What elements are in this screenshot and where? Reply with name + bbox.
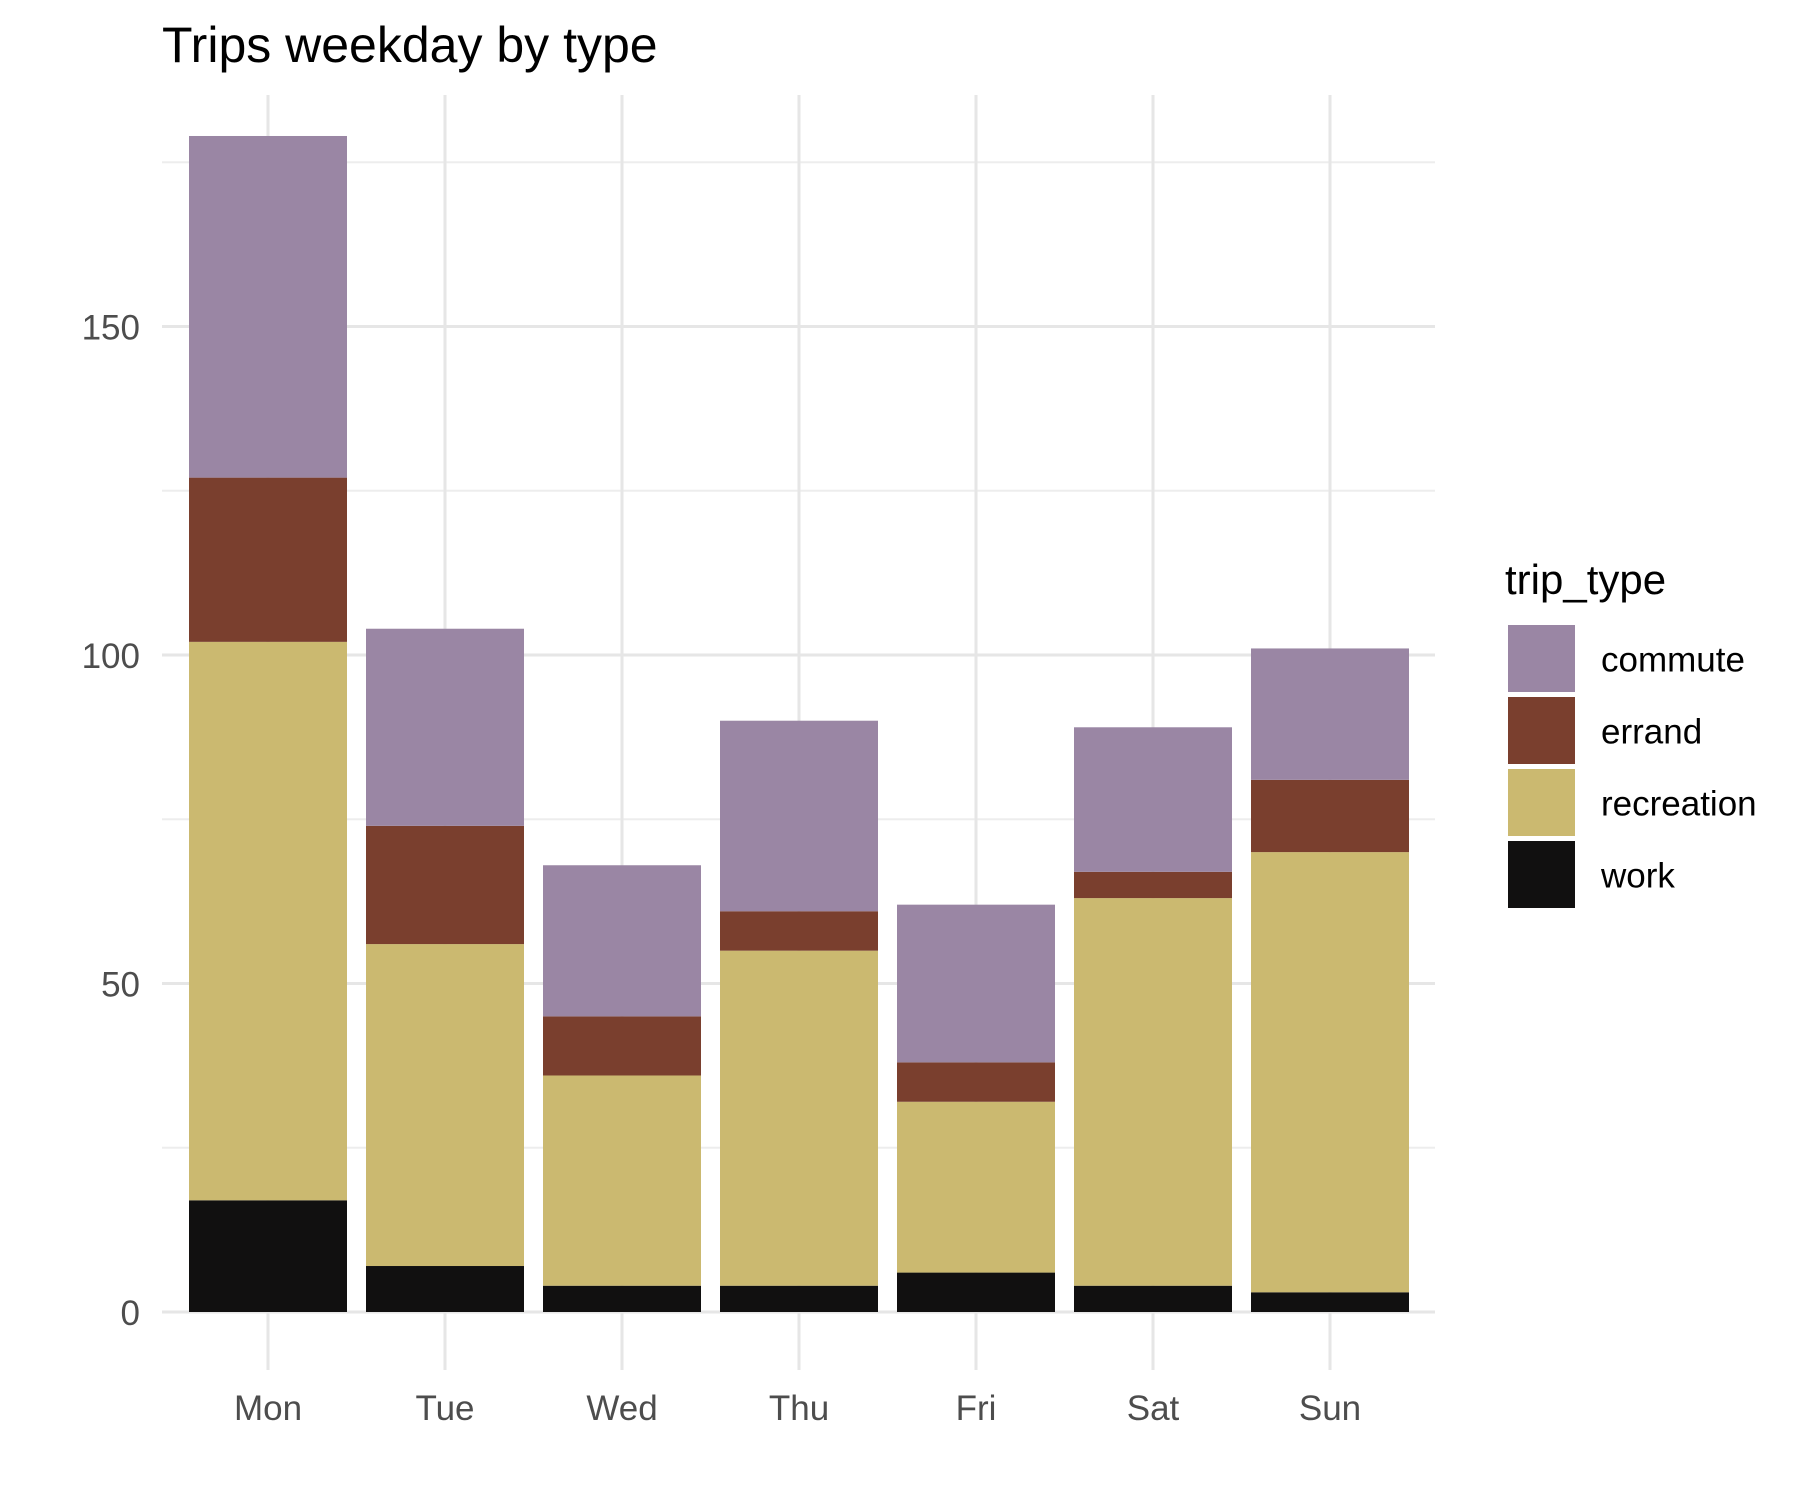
x-tick-label-sat: Sat <box>1127 1389 1180 1428</box>
bar-segment-errand-tue <box>366 825 524 945</box>
bar-segment-errand-thu <box>720 911 878 951</box>
bar-segment-commute-mon <box>189 135 347 478</box>
bar-segment-commute-tue <box>366 628 524 826</box>
legend-label-errand: errand <box>1601 713 1702 752</box>
x-tick-label-mon: Mon <box>234 1389 302 1428</box>
y-tick-label: 100 <box>82 637 140 676</box>
bar-segment-recreation-fri <box>897 1101 1055 1273</box>
legend-label-commute: commute <box>1601 641 1745 680</box>
legend-key-commute <box>1508 625 1575 692</box>
bar-segment-work-mon <box>189 1200 347 1312</box>
legend-label-work: work <box>1600 857 1675 896</box>
bar-segment-work-sat <box>1074 1285 1232 1312</box>
bar-segment-recreation-mon <box>189 641 347 1201</box>
x-tick-label-sun: Sun <box>1299 1389 1361 1428</box>
bar-segment-recreation-thu <box>720 950 878 1286</box>
bar-segment-commute-sun <box>1251 648 1409 780</box>
bar-segment-work-sun <box>1251 1292 1409 1312</box>
bars <box>189 135 1409 1312</box>
legend-title: trip_type <box>1505 556 1666 603</box>
bar-segment-errand-fri <box>897 1062 1055 1102</box>
x-tick-label-tue: Tue <box>415 1389 474 1428</box>
legend: trip_type commute errand recreation work <box>1505 556 1757 908</box>
bar-segment-errand-sat <box>1074 871 1232 899</box>
bar-segment-recreation-tue <box>366 944 524 1267</box>
bar-segment-errand-sun <box>1251 779 1409 853</box>
axes: 0 50 100 150 Mon Tue Wed Thu Fri Sat Sun <box>82 309 1362 1428</box>
legend-key-work <box>1508 841 1575 908</box>
bar-segment-recreation-sat <box>1074 898 1232 1286</box>
y-tick-label: 50 <box>101 966 140 1005</box>
bar-segment-work-fri <box>897 1272 1055 1312</box>
bar-segment-recreation-wed <box>543 1075 701 1286</box>
bar-segment-commute-wed <box>543 865 701 1017</box>
bar-segment-commute-thu <box>720 720 878 912</box>
bar-segment-errand-mon <box>189 477 347 642</box>
chart-title: Trips weekday by type <box>162 17 658 73</box>
bar-segment-commute-fri <box>897 904 1055 1063</box>
x-tick-label-fri: Fri <box>956 1389 997 1428</box>
y-tick-label: 150 <box>82 309 140 348</box>
x-tick-label-thu: Thu <box>769 1389 829 1428</box>
bar-segment-commute-sat <box>1074 727 1232 872</box>
bar-segment-errand-wed <box>543 1016 701 1076</box>
bar-segment-work-thu <box>720 1285 878 1312</box>
legend-key-errand <box>1508 697 1575 764</box>
bar-segment-work-wed <box>543 1285 701 1312</box>
bar-segment-recreation-sun <box>1251 852 1409 1293</box>
legend-key-recreation <box>1508 769 1575 836</box>
bar-segment-work-tue <box>366 1266 524 1312</box>
x-tick-label-wed: Wed <box>586 1389 657 1428</box>
y-tick-label: 0 <box>121 1294 140 1333</box>
legend-label-recreation: recreation <box>1601 785 1757 824</box>
